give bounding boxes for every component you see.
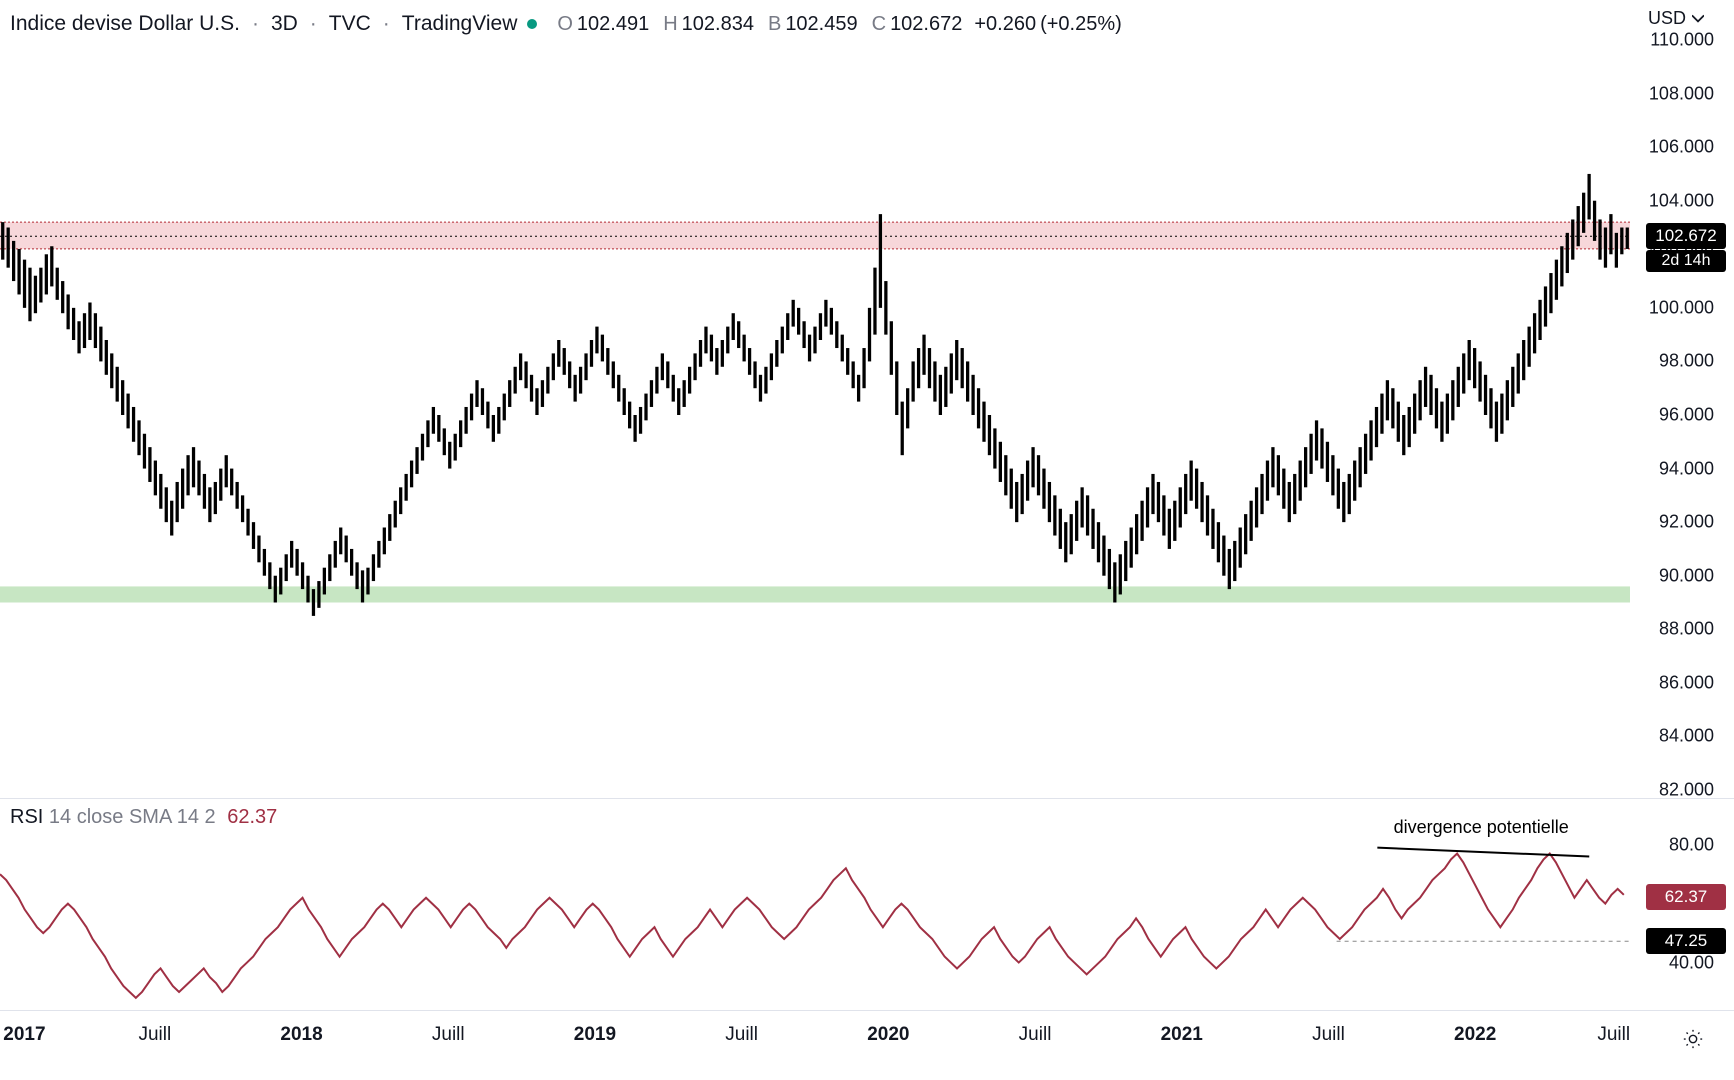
price-tick: 98.000	[1659, 351, 1714, 372]
currency-dropdown[interactable]: USD	[1648, 8, 1704, 29]
price-tick: 88.000	[1659, 619, 1714, 640]
currency-label: USD	[1648, 8, 1686, 29]
rsi-hline-tag: 47.25	[1646, 928, 1726, 954]
price-axis[interactable]: 110.000108.000106.000104.000102.000100.0…	[1630, 40, 1734, 790]
rsi-tick: 80.00	[1669, 834, 1714, 855]
price-tick: 108.000	[1649, 83, 1714, 104]
rsi-tick: 40.00	[1669, 952, 1714, 973]
panel-divider	[0, 1010, 1734, 1011]
high-label: H	[663, 13, 677, 36]
svg-text:divergence potentielle: divergence potentielle	[1394, 817, 1569, 837]
countdown-tag: 2d 14h	[1646, 250, 1726, 272]
time-axis[interactable]: 2017 Juill 2018 Juill 2019 Juill 2020 Juill 2021…	[0, 1020, 1630, 1080]
price-tick: 94.000	[1659, 458, 1714, 479]
price-tick: 90.000	[1659, 565, 1714, 586]
rsi-current-tag: 62.37	[1646, 884, 1726, 910]
price-tick: 86.000	[1659, 672, 1714, 693]
time-tick: Juill	[1312, 1024, 1345, 1046]
low-label: B	[768, 13, 781, 36]
chart-header: Indice devise Dollar U.S. · 3D · TVC · T…	[10, 12, 1634, 36]
time-tick: Juill	[1019, 1024, 1052, 1046]
separator: ·	[252, 12, 259, 36]
time-tick: Juill	[725, 1024, 758, 1046]
time-tick: Juill	[1597, 1024, 1630, 1046]
ohlc-display: O102.491 H102.834 B102.459 C102.672 +0.2…	[547, 13, 1121, 36]
price-tick: 84.000	[1659, 726, 1714, 747]
price-tick: 104.000	[1649, 190, 1714, 211]
separator: ·	[383, 12, 390, 36]
symbol-name[interactable]: Indice devise Dollar U.S.	[10, 12, 240, 36]
open-label: O	[557, 13, 573, 36]
separator: ·	[310, 12, 317, 36]
high-value: 102.834	[682, 13, 754, 36]
current-price-tag: 102.672	[1646, 223, 1726, 249]
gear-icon[interactable]	[1682, 1028, 1704, 1050]
time-tick: 2018	[280, 1024, 322, 1046]
interval[interactable]: 3D	[271, 12, 298, 36]
market-status-dot	[527, 19, 537, 29]
rsi-axis[interactable]: 80.00 40.00 62.37 47.25	[1630, 800, 1734, 1000]
change-pct: (+0.25%)	[1040, 13, 1122, 36]
time-tick: Juill	[138, 1024, 171, 1046]
time-tick: 2019	[574, 1024, 616, 1046]
time-tick: 2021	[1161, 1024, 1203, 1046]
price-chart[interactable]	[0, 40, 1630, 790]
chevron-down-icon	[1692, 13, 1704, 25]
provider: TVC	[329, 12, 371, 36]
panel-divider[interactable]	[0, 798, 1734, 799]
low-value: 102.459	[785, 13, 857, 36]
change-value: +0.260	[974, 13, 1036, 36]
price-tick: 106.000	[1649, 137, 1714, 158]
price-tick: 96.000	[1659, 405, 1714, 426]
close-label: C	[872, 13, 886, 36]
price-tick: 100.000	[1649, 297, 1714, 318]
close-value: 102.672	[890, 13, 962, 36]
rsi-chart[interactable]: divergence potentielle	[0, 800, 1630, 1000]
open-value: 102.491	[577, 13, 649, 36]
time-tick: 2020	[867, 1024, 909, 1046]
time-tick: 2017	[3, 1024, 45, 1046]
price-tick: 92.000	[1659, 512, 1714, 533]
time-tick: Juill	[432, 1024, 465, 1046]
platform: TradingView	[402, 12, 518, 36]
time-tick: 2022	[1454, 1024, 1496, 1046]
price-tick: 110.000	[1650, 30, 1714, 51]
